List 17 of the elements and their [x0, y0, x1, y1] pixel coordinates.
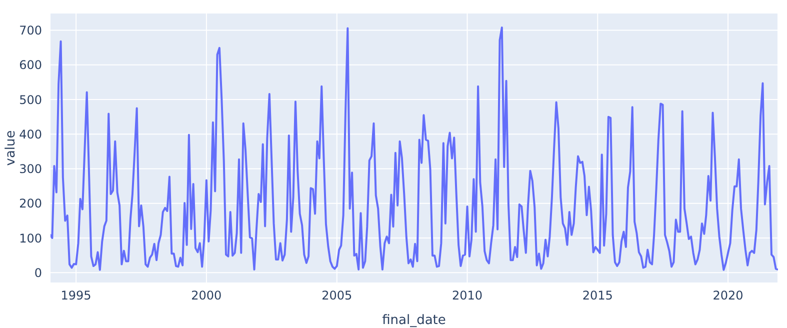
x-tick-label: 2015 [582, 288, 613, 303]
y-tick-label: 100 [19, 231, 42, 246]
y-tick-label: 700 [19, 24, 42, 38]
y-tick-label: 400 [19, 127, 42, 142]
x-tick-label: 2010 [452, 288, 483, 303]
x-tick-label: 2000 [191, 288, 222, 303]
x-tick-label: 1995 [60, 288, 92, 303]
y-tick-label: 300 [19, 162, 42, 176]
x-tick-label: 2020 [712, 288, 744, 303]
line-series [50, 26, 778, 271]
x-axis-title: final_date [382, 313, 446, 328]
y-tick-label: 0 [34, 266, 42, 280]
y-axis-title: value [4, 130, 19, 166]
x-tick-label: 2005 [322, 288, 352, 303]
y-tick-label: 200 [19, 196, 42, 211]
y-tick-label: 500 [19, 92, 42, 107]
y-tick-label: 600 [19, 58, 42, 72]
